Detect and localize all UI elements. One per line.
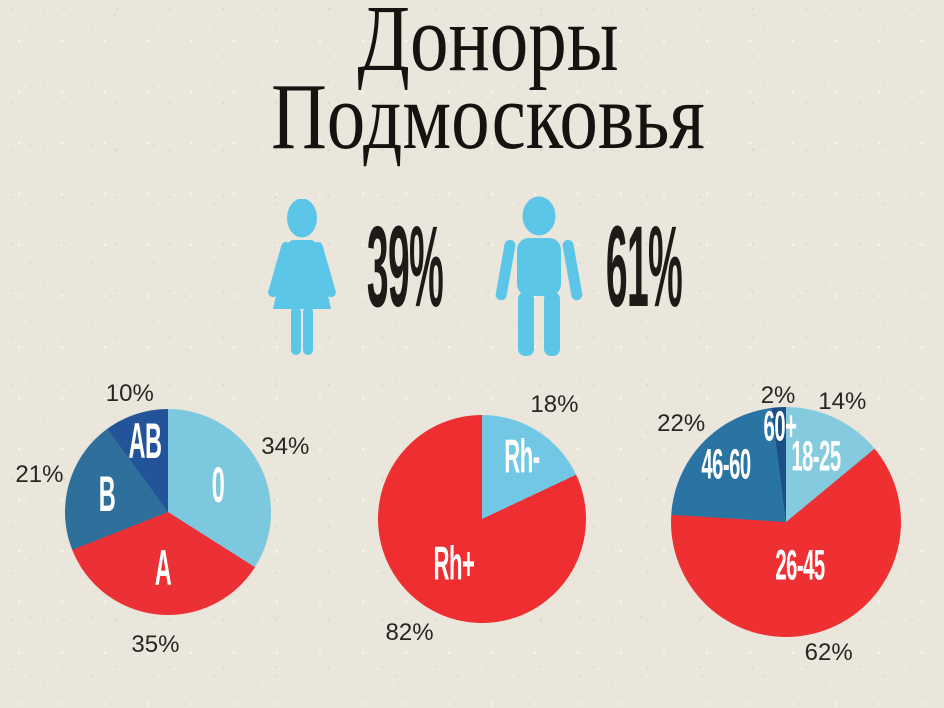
pie-slice-label-60+: 60+ (763, 402, 797, 451)
pie-callout-B: 21% (15, 460, 64, 488)
pie-slice-label-26-45: 26-45 (775, 541, 826, 590)
pie-callout-A: 35% (131, 631, 180, 659)
title-line-1: Доноры (357, 0, 619, 91)
pie-callout-Rh-: 18% (530, 390, 579, 418)
pie-slice-label-Rh+: Rh+ (433, 536, 475, 590)
title-line-2: Подмосковья (271, 65, 705, 169)
pie-chart-age-groups (671, 407, 901, 637)
pie-chart-rh-factor (378, 415, 586, 623)
female-icon (268, 199, 336, 355)
pie-slice-label-Rh-: Rh- (504, 429, 540, 483)
male-icon (495, 196, 583, 356)
pie-callout-60+: 2% (760, 381, 796, 409)
pie-callout-AB: 10% (105, 380, 154, 408)
pie-slice-label-B: B (98, 466, 115, 523)
pie-callout-Rh+: 82% (385, 619, 434, 647)
pie-callout-26-45: 62% (804, 639, 853, 667)
pie-callout-18-25: 14% (818, 388, 867, 416)
male-percent: 61% (605, 203, 683, 331)
pie-slice-label-AB: AB (128, 413, 162, 470)
pie-slice-label-46-60: 46-60 (700, 440, 751, 489)
pie-slice-label-A: A (154, 540, 171, 597)
page-title: Доноры Подмосковья (16, 0, 944, 169)
pie-slice-label-0: 0 (211, 456, 224, 513)
pie-callout-46-60: 22% (657, 409, 706, 437)
pie-chart-blood-groups (65, 409, 271, 615)
pie-slice-label-18-25: 18-25 (791, 432, 842, 481)
female-percent: 39% (366, 203, 444, 331)
pie-callout-0: 34% (261, 433, 310, 461)
